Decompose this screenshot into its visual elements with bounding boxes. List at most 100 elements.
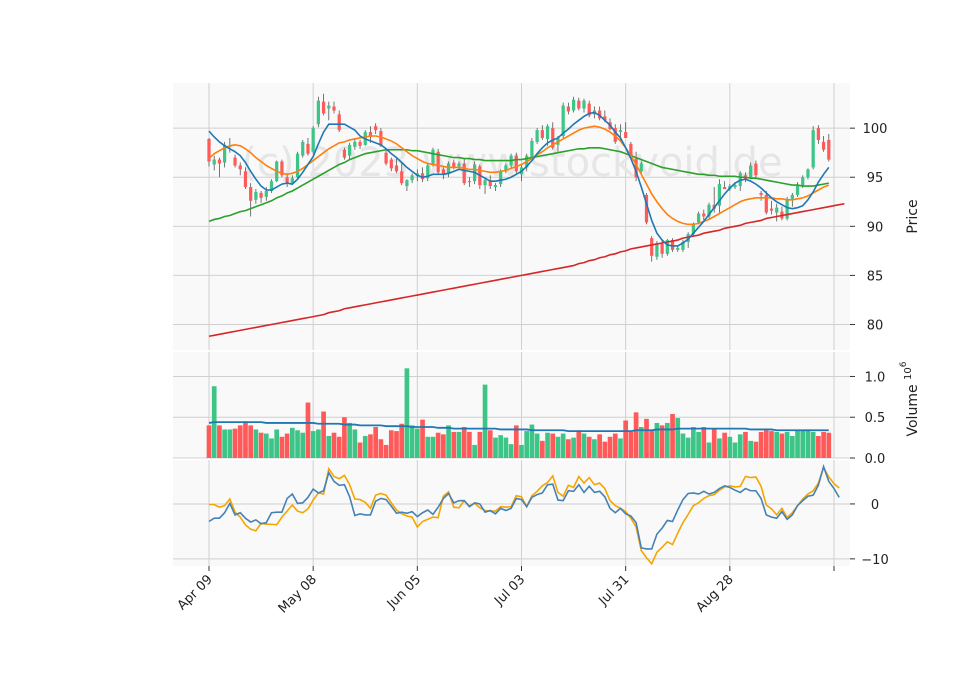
volume-bar <box>399 423 405 458</box>
volume-bar <box>753 441 759 458</box>
candle-body <box>707 204 711 217</box>
candle-body <box>775 207 779 213</box>
ma-slow-line <box>208 146 829 223</box>
volume-bar <box>404 368 410 458</box>
candle-body <box>670 240 675 250</box>
volume-bar <box>550 433 556 458</box>
volume-bar <box>519 444 524 458</box>
volume-bar <box>743 431 748 458</box>
oscillator-line-1 <box>208 463 840 550</box>
candle-body <box>348 144 352 156</box>
volume-bar <box>279 436 285 458</box>
volume-bar <box>352 429 358 458</box>
candle-body <box>223 144 227 163</box>
volume-bar <box>284 433 290 458</box>
price-y-tick-label: 100 <box>863 122 888 137</box>
volume-bar <box>670 413 675 458</box>
candle-body <box>238 165 242 170</box>
volume-bar <box>586 436 592 458</box>
volume-bar <box>430 436 436 458</box>
volume-bar <box>472 444 477 458</box>
candle-body <box>535 130 539 142</box>
candle-body <box>379 131 383 146</box>
candle-body <box>327 105 331 109</box>
candle-body <box>493 185 498 188</box>
volume-bar <box>774 431 780 458</box>
volume-axis-scale: 10 <box>903 367 914 380</box>
candle-body <box>624 132 628 138</box>
volume-bar <box>649 429 655 458</box>
candle-body <box>540 130 544 138</box>
candle-body <box>811 130 815 168</box>
candle-body <box>254 191 258 200</box>
volume-bar <box>571 437 576 458</box>
volume-bar <box>748 440 754 458</box>
candle-body <box>816 128 820 140</box>
volume-bar <box>539 440 545 458</box>
candle-body <box>285 177 289 184</box>
candle-body <box>603 116 607 121</box>
volume-bar <box>248 425 254 458</box>
volume-bar <box>821 431 826 458</box>
volume-bar <box>628 431 634 458</box>
volume-bar <box>654 422 660 458</box>
candle-body <box>499 171 503 185</box>
volume-bar <box>222 429 227 458</box>
volume-bar <box>633 412 639 458</box>
volume-bar <box>706 442 712 458</box>
volume-bar <box>534 433 540 458</box>
price-y-tick-label: 90 <box>867 220 884 235</box>
oscillator-y-tick-label: 0 <box>871 498 879 513</box>
volume-bar <box>274 429 280 458</box>
volume-bar <box>243 421 248 458</box>
candle-body <box>436 151 440 173</box>
volume-bar <box>612 433 618 458</box>
candle-body <box>821 141 826 150</box>
candle-body <box>311 128 315 152</box>
candle-body <box>696 213 701 223</box>
volume-bar <box>289 427 295 458</box>
x-tick-label: Jun 05 <box>384 572 424 612</box>
x-tick-label: Jul 31 <box>595 572 632 609</box>
candle-body <box>759 192 763 195</box>
candle-body <box>467 181 472 183</box>
volume-bar <box>607 436 613 458</box>
volume-bar <box>659 425 665 458</box>
candle-body <box>566 106 570 112</box>
candle-body <box>764 194 768 213</box>
volume-bar <box>446 425 451 458</box>
candle-body <box>290 178 294 184</box>
volume-bar <box>800 430 806 458</box>
candle-body <box>587 103 591 116</box>
candle-body <box>400 171 404 184</box>
ma-mid-line <box>208 125 830 226</box>
volume-bar <box>388 430 394 458</box>
candle-body <box>691 224 695 235</box>
candle-body <box>754 163 758 176</box>
candle-body <box>295 153 300 178</box>
oscillator-line-2 <box>209 465 840 566</box>
candle-body <box>504 165 508 172</box>
volume-bar <box>566 439 571 458</box>
candle-body <box>353 141 357 147</box>
candle-body <box>806 169 810 178</box>
volume-bar <box>300 432 306 458</box>
volume-bar <box>680 433 686 458</box>
volume-bar <box>529 424 535 458</box>
candle-body <box>618 130 623 133</box>
price-y-tick-label: 80 <box>867 318 884 333</box>
volume-bar <box>717 438 722 458</box>
candle-body <box>660 243 664 254</box>
volume-bar <box>357 442 363 458</box>
volume-bar <box>316 429 321 458</box>
volume-bar <box>555 436 561 458</box>
volume-y-tick-label: 0.5 <box>865 411 886 426</box>
candle-body <box>551 128 555 148</box>
candle-body <box>655 243 659 257</box>
volume-bar <box>727 436 733 458</box>
candle-body <box>405 180 409 187</box>
price-panel-background <box>173 83 850 350</box>
candle-body <box>207 138 211 162</box>
candle-body <box>801 177 805 187</box>
volume-axis-exponent: 6 <box>899 361 909 367</box>
